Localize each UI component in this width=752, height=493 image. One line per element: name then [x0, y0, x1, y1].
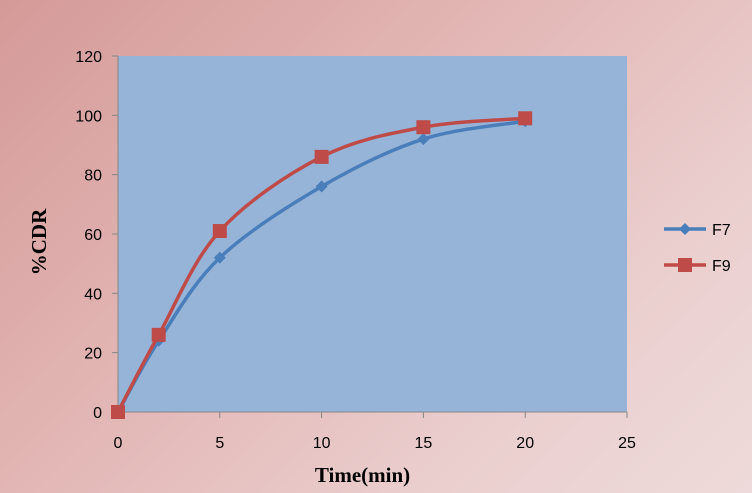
data-point-f9: [212, 224, 227, 239]
data-point-f7: [213, 251, 226, 264]
legend-item-f7: F7: [664, 222, 731, 239]
x-axis-title: Time(min): [315, 463, 410, 487]
series-f9: [111, 111, 533, 419]
x-tick-label: 20: [516, 435, 534, 452]
x-tick-label: 15: [415, 435, 433, 452]
data-point-f9: [111, 405, 125, 419]
legend-label-f7: F7: [712, 222, 731, 239]
data-point-f9: [314, 149, 329, 164]
data-point-f9: [518, 111, 533, 126]
x-tick-label: 25: [618, 435, 636, 452]
x-axis-ticks: 0 5 10 15 20 25: [114, 412, 636, 452]
x-tick-label: 5: [215, 435, 224, 452]
y-tick-label: 120: [75, 49, 102, 66]
series-layer: [111, 111, 533, 419]
y-tick-label: 100: [75, 108, 102, 125]
y-tick-label: 0: [93, 405, 102, 422]
y-tick-label: 80: [84, 168, 102, 185]
data-point-f7: [315, 180, 328, 193]
legend-marker-f7: [679, 223, 691, 235]
data-point-f9: [416, 120, 431, 135]
legend-item-f9: F9: [664, 258, 731, 275]
legend: F7 F9: [664, 222, 731, 275]
y-axis-ticks: 0 20 40 60 80 100 120: [75, 49, 118, 422]
data-point-f9: [151, 327, 166, 342]
x-tick-label: 10: [313, 435, 331, 452]
legend-label-f9: F9: [712, 258, 731, 275]
x-tick-label: 0: [114, 435, 123, 452]
plot-area: [118, 56, 627, 412]
data-point-f7: [417, 133, 430, 146]
y-tick-label: 20: [84, 346, 102, 363]
y-axis-title: %CDR: [27, 208, 51, 275]
y-tick-label: 60: [84, 227, 102, 244]
y-tick-label: 40: [84, 286, 102, 303]
legend-marker-f9: [678, 258, 692, 272]
